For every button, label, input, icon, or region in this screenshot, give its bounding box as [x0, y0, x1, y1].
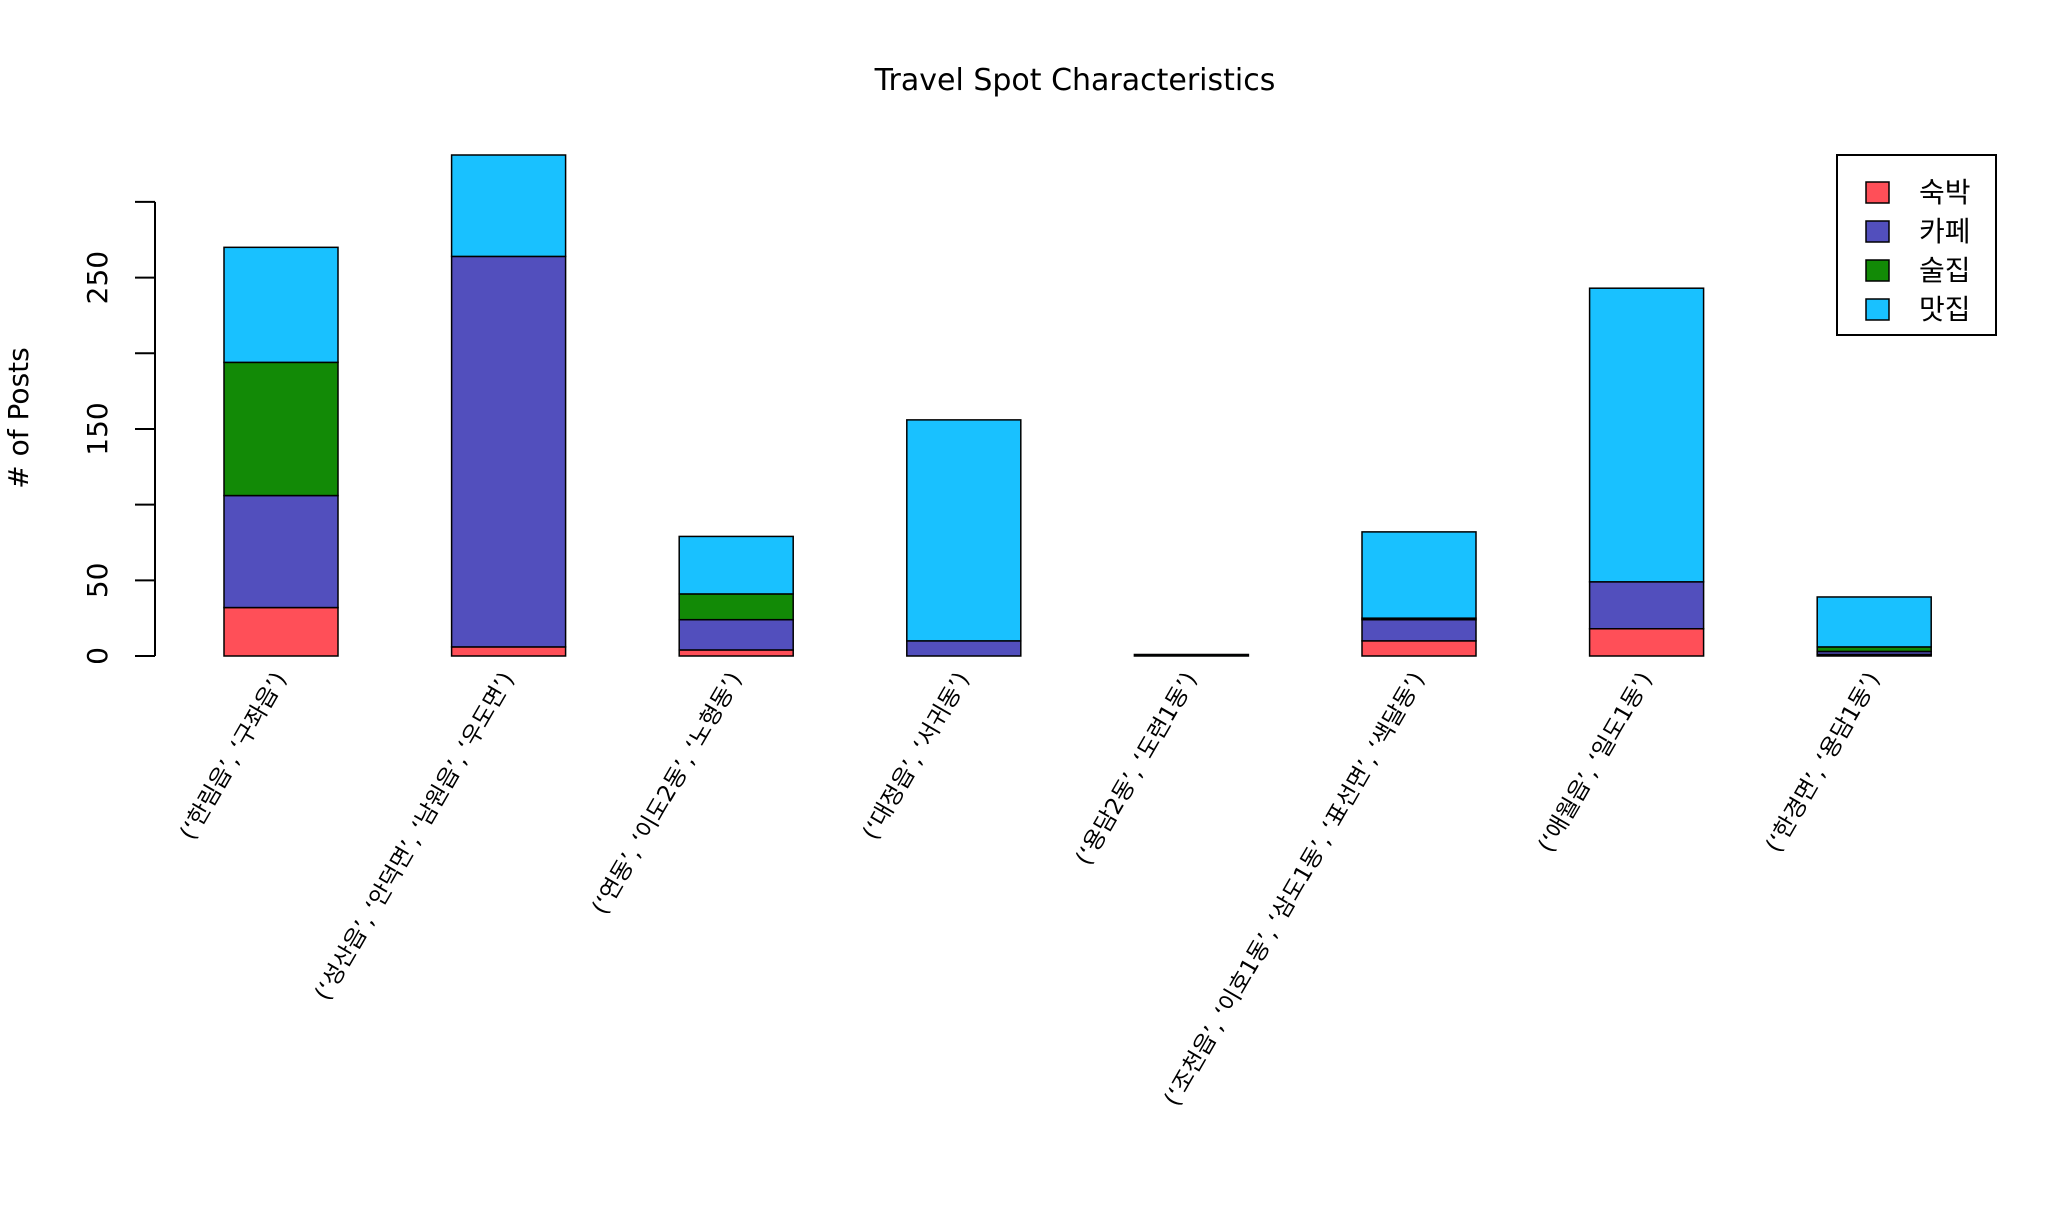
bar-segment — [1588, 628, 1705, 657]
bar-segment — [450, 255, 567, 648]
bar-segment — [678, 618, 794, 651]
x-tick-label: (‘대정읍’, ‘서귀동’) — [858, 668, 975, 844]
legend-swatch — [1865, 298, 1890, 321]
x-tick-label: (‘한림읍’, ‘구좌읍’) — [175, 668, 292, 844]
bar-segment — [678, 649, 794, 657]
bar-segment — [223, 361, 339, 497]
x-tick-label: (‘연동’, ‘이도2동’, ‘노형동’) — [587, 668, 747, 919]
legend-label: 술집 — [1919, 254, 1971, 287]
legend-swatch — [1865, 259, 1890, 282]
y-tick-label: 250 — [81, 251, 114, 304]
legend-label: 카페 — [1919, 215, 1971, 248]
legend-label: 맛집 — [1919, 293, 1971, 326]
x-tick-label: (‘조천읍’, ‘이호1동’, ‘삼도1동’, ‘표선면’, ‘색달동’) — [1160, 668, 1431, 1111]
bar-segment — [678, 535, 794, 595]
x-tick-label: (‘성산읍’, ‘안덕면’, ‘남원읍’, ‘우도면’) — [310, 668, 520, 1005]
bar-segment — [1816, 596, 1932, 648]
bar-segment — [678, 593, 794, 621]
x-tick-label: (‘한경면’, ‘용담1동’) — [1761, 668, 1885, 857]
bar-segment — [1588, 287, 1705, 583]
bar-segment — [906, 640, 1022, 657]
bar-segment — [223, 246, 339, 364]
bar-segment — [1361, 531, 1477, 619]
legend-box — [1836, 154, 1997, 336]
bar-segment — [223, 494, 339, 609]
bar-segment — [450, 646, 567, 657]
bar-segment — [906, 419, 1022, 642]
legend-swatch — [1865, 181, 1890, 204]
legend-swatch — [1865, 220, 1890, 243]
x-tick-label: (‘용담2동’, ‘도련1동’) — [1071, 668, 1203, 870]
y-tick-label: 50 — [81, 562, 114, 598]
bar-segment — [1588, 581, 1705, 630]
bar-segment — [1361, 618, 1477, 642]
legend-label: 숙박 — [1919, 176, 1971, 209]
y-tick-label: 0 — [81, 647, 114, 665]
chart-title: Travel Spot Characteristics — [874, 63, 1276, 98]
x-tick-label: (‘애월읍’, ‘일도1동’) — [1534, 668, 1658, 857]
bar-segment — [450, 154, 567, 258]
y-tick-label: 150 — [81, 402, 114, 455]
y-axis-label: # of Posts — [2, 347, 35, 488]
bar-segment — [1361, 640, 1477, 657]
bar-segment — [223, 606, 339, 657]
bar-segment — [1133, 653, 1250, 657]
